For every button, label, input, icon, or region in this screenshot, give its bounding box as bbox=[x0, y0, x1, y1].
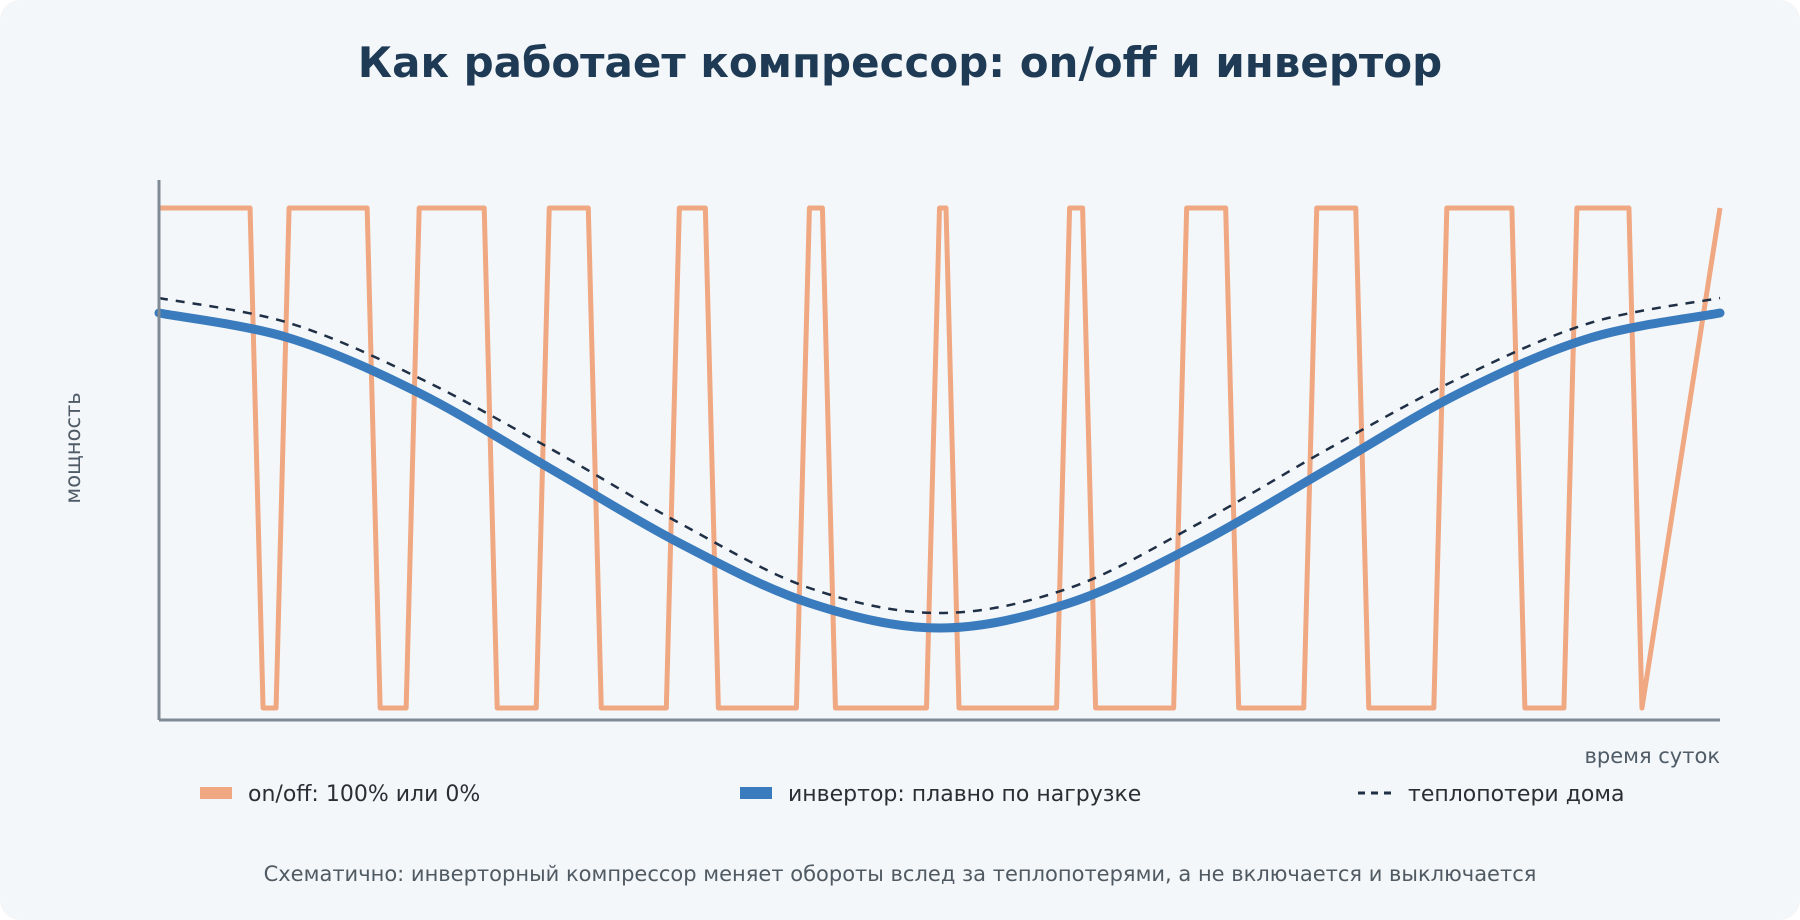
series-line-onoff bbox=[159, 205, 1723, 711]
legend: on/off: 100% или 0% инвертор: плавно по … bbox=[200, 782, 1624, 807]
legend-label-onoff: on/off: 100% или 0% bbox=[248, 782, 480, 807]
legend-item-inverter: инвертор: плавно по нагрузке bbox=[740, 782, 1141, 807]
legend-swatch-inverter bbox=[740, 787, 772, 799]
series-line-inverter bbox=[154, 308, 1725, 633]
legend-label-heatloss: теплопотери дома bbox=[1408, 782, 1624, 807]
series-line-heatloss bbox=[158, 296, 1721, 615]
legend-item-onoff: on/off: 100% или 0% bbox=[200, 782, 480, 807]
chart-footnote: Схематично: инверторный компрессор меняе… bbox=[263, 862, 1537, 886]
y-axis-label: мощность bbox=[61, 392, 85, 503]
series-layer bbox=[154, 205, 1725, 711]
x-axis-label: время суток bbox=[1584, 744, 1720, 768]
legend-item-heatloss: теплопотери дома bbox=[1358, 782, 1624, 807]
legend-swatch-onoff bbox=[200, 787, 232, 799]
chart-title: Как работает компрессор: on/off и инверт… bbox=[357, 38, 1443, 87]
legend-label-inverter: инвертор: плавно по нагрузке bbox=[788, 782, 1141, 807]
